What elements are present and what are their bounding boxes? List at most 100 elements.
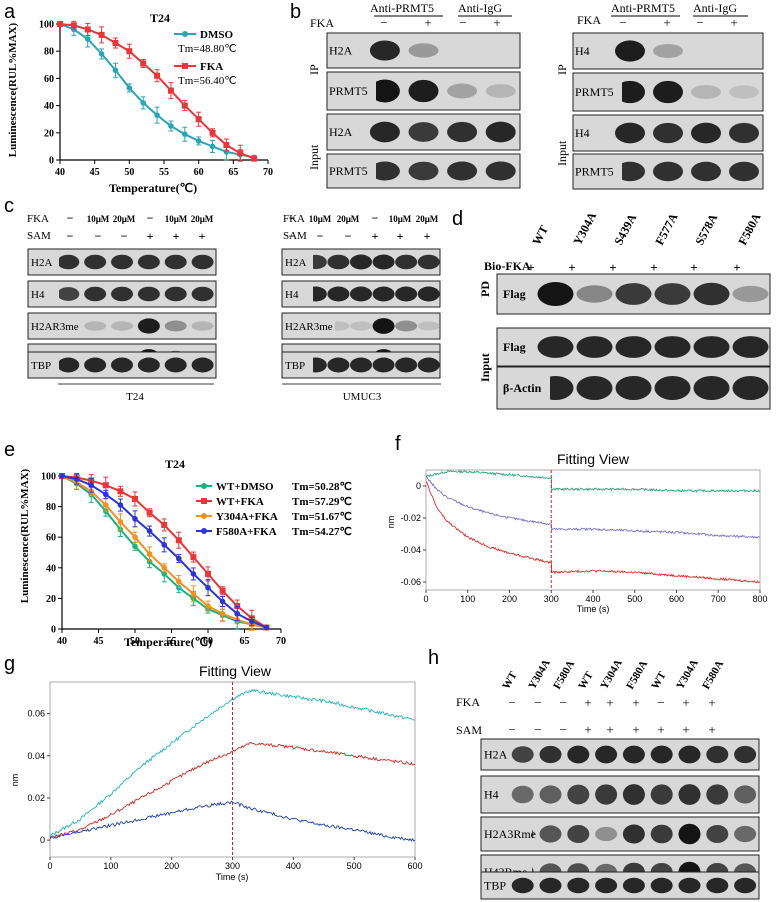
- blot-band: [567, 877, 590, 894]
- blot-band: [57, 287, 80, 301]
- blot-row-h2a: [27, 248, 217, 276]
- blot-band: [539, 745, 562, 764]
- y-tick-label: 0: [49, 156, 54, 167]
- x-tick-label: 600: [407, 861, 422, 871]
- blot-band: [654, 283, 691, 305]
- blot-band: [654, 336, 691, 358]
- b-right-ip-label: IP: [555, 64, 569, 75]
- data-point: [234, 603, 241, 610]
- blot-band: [191, 321, 214, 331]
- blot-band: [576, 285, 613, 303]
- mutant-label: F580A: [551, 658, 577, 691]
- sam-sign: +: [397, 229, 404, 243]
- blot-band: [111, 357, 133, 373]
- y-tick-label: -0.04: [400, 545, 421, 555]
- b-left-input-label: Input: [307, 144, 321, 170]
- blot-band: [485, 161, 516, 181]
- blot-band: [539, 877, 562, 894]
- blot-row-label: H2AR3me: [31, 321, 79, 333]
- blot-band: [537, 281, 574, 307]
- data-point: [117, 519, 124, 525]
- data-point: [117, 488, 124, 495]
- data-point: [103, 491, 109, 498]
- data-point: [161, 571, 167, 577]
- data-point: [70, 22, 77, 29]
- x-tick-label: 600: [669, 594, 684, 604]
- legend-label-fka: FKA: [200, 61, 223, 73]
- blot-band: [693, 375, 730, 401]
- blot-band: [164, 357, 187, 373]
- trace-red: [426, 481, 761, 584]
- chart-e-ylabel: Luminescence(RUL%MAX): [19, 468, 31, 603]
- blot-band: [615, 122, 645, 144]
- blot-label-bg: [283, 250, 313, 274]
- blot-band: [350, 254, 372, 270]
- x-tick-label: 70: [276, 636, 286, 647]
- sam-sign: −: [121, 229, 128, 243]
- fka-dose: 10μM: [87, 214, 110, 224]
- data-point: [209, 129, 216, 136]
- blot-row-label: H4: [285, 289, 299, 301]
- blot-band: [567, 824, 590, 844]
- panel-letter-g: g: [4, 653, 15, 675]
- data-point: [112, 40, 119, 47]
- b-right-fka-label: FKA: [577, 13, 601, 27]
- fka-sign: −: [657, 695, 664, 710]
- blot-band: [84, 357, 107, 373]
- data-point: [98, 31, 105, 38]
- legend-marker: [201, 513, 207, 519]
- chart-a: T24 Temperature(℃) Luminescence(RUL%MAX)…: [7, 11, 273, 195]
- data-point: [126, 48, 133, 55]
- blot-band: [729, 161, 759, 182]
- x-tick-label: 100: [460, 594, 475, 604]
- sam-sign: −: [559, 722, 566, 737]
- trace-purple: [425, 476, 761, 539]
- blot-row-label: H2A: [329, 125, 353, 139]
- data-point: [176, 555, 182, 562]
- legend-label: F580A+FKA: [216, 526, 277, 538]
- panel-letter-h: h: [428, 647, 439, 669]
- mutant-label: WT: [529, 223, 551, 247]
- blot-label-bg: [498, 368, 550, 408]
- x-tick-label: 55: [167, 636, 177, 647]
- x-tick-label: 65: [240, 636, 250, 647]
- data-point: [132, 534, 138, 540]
- blot-band: [137, 318, 160, 334]
- data-point: [161, 521, 168, 528]
- blot-band: [734, 745, 757, 764]
- data-point: [249, 618, 255, 625]
- data-point: [167, 87, 174, 94]
- fka-sign: +: [584, 695, 591, 710]
- blot-row-tbp: [480, 871, 760, 900]
- y-tick-label: 60: [46, 533, 56, 544]
- blot-band: [84, 286, 107, 302]
- mutant-label: WT: [649, 669, 669, 691]
- y-tick-label: 100: [39, 20, 54, 31]
- blot-row-tbp: [27, 351, 217, 379]
- x-tick-label: 400: [585, 594, 600, 604]
- data-point: [102, 482, 109, 489]
- blot-row-label: PRMT5: [329, 164, 368, 178]
- data-point: [112, 67, 119, 74]
- blot-band: [732, 285, 769, 303]
- data-point: [219, 587, 226, 594]
- blot-band: [615, 283, 652, 305]
- b-right-anti-igg: Anti-IgG: [693, 1, 737, 15]
- legend-tm-dmso: Tm=48.80℃: [178, 43, 237, 55]
- blot-band: [615, 375, 652, 401]
- y-tick-label: 80: [46, 502, 56, 513]
- x-tick-label: 40: [55, 167, 65, 178]
- y-tick-label: 0.06: [27, 709, 45, 719]
- blot-band: [706, 877, 729, 894]
- blot-band: [650, 745, 673, 764]
- blot-band: [408, 43, 439, 58]
- chart-f-ylabel: nm: [386, 516, 396, 529]
- blot-band: [164, 320, 187, 332]
- fka-sign: −: [508, 695, 515, 710]
- sam-sign: +: [584, 722, 591, 737]
- blot-band: [372, 318, 395, 334]
- y-tick-label: 40: [44, 101, 54, 112]
- blot-band: [622, 877, 645, 894]
- y-tick-label: 0.02: [27, 793, 45, 803]
